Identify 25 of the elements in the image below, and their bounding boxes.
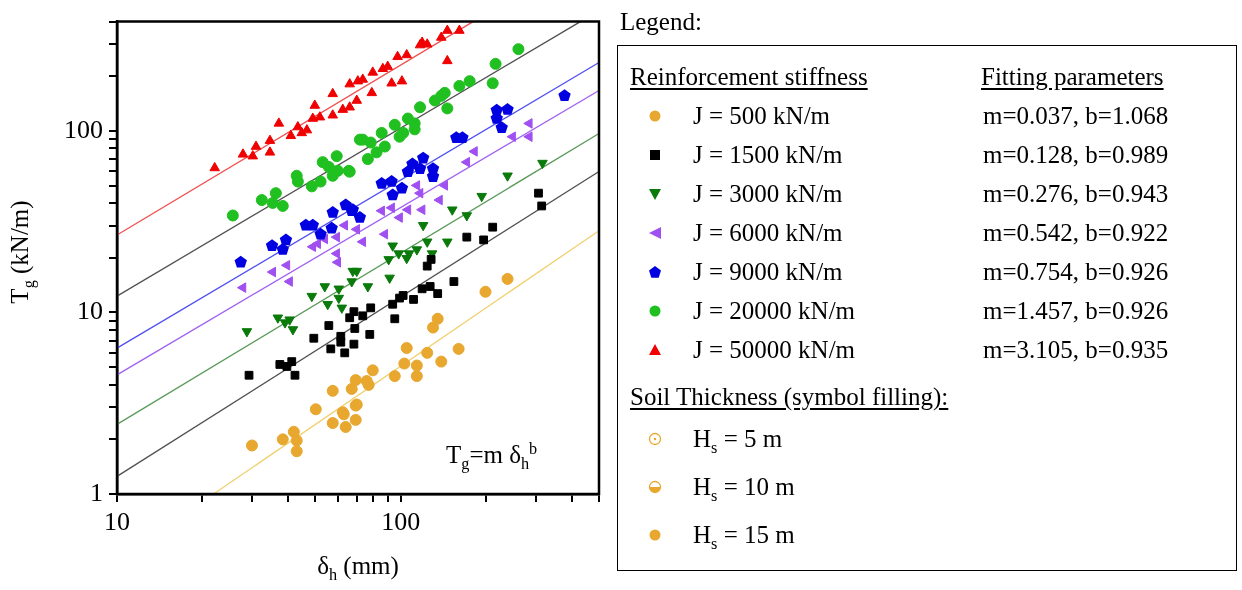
text: m=0.128, b=0.989 (983, 140, 1169, 170)
legend-label: J = 3000 kN/m (693, 179, 843, 209)
text: Reinforcement stiffness (630, 62, 868, 92)
legend-label: J = 500 kN/m (693, 101, 831, 131)
text: m=0.754, b=0.926 (983, 257, 1169, 287)
legend-label: J = 6000 kN/m (693, 218, 843, 248)
text: m=0.037, b=1.068 (983, 101, 1169, 131)
text: m=3.105, b=0.935 (983, 335, 1169, 365)
legend-label: J = 1500 kN/m (693, 140, 843, 170)
x-axis-title: δ$_{h}$ (mm) (317, 552, 399, 585)
y-tick-label: 1 (90, 477, 103, 507)
text: H$_{s}$ = 15 m (693, 520, 795, 555)
text: H$_{s}$ = 10 m (693, 472, 795, 507)
legend-label: J = 9000 kN/m (693, 257, 843, 287)
y-tick-label: 10 (77, 296, 103, 326)
text: Soil Thickness (symbol filling): (630, 382, 949, 412)
text: m=0.542, b=0.922 (983, 218, 1169, 248)
text: m=1.457, b=0.926 (983, 296, 1169, 326)
text: m=0.276, b=0.943 (983, 179, 1169, 209)
y-tick-label: 100 (64, 114, 103, 144)
legend-label: J = 50000 kN/m (693, 335, 856, 365)
text: Fitting parameters (981, 62, 1164, 92)
legend-label: J = 20000 kN/m (693, 296, 856, 326)
legend-title: Legend: (620, 8, 702, 36)
text: H$_{s}$ = 5 m (693, 424, 783, 459)
